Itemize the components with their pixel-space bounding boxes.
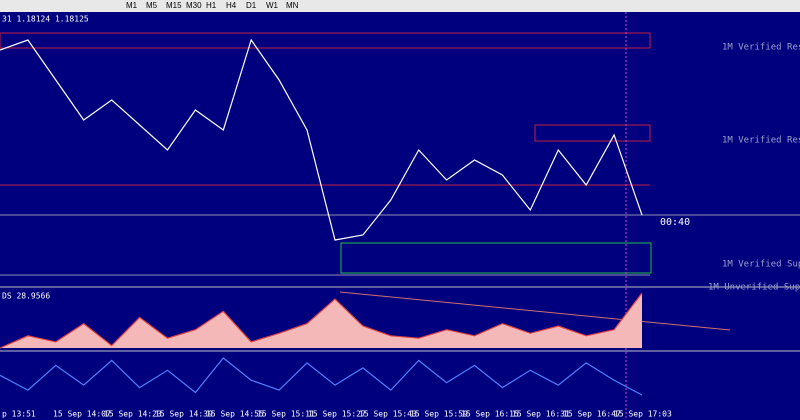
time-label: 15 Sep 16:31 xyxy=(512,410,570,419)
time-label: 15 Sep 14:39 xyxy=(155,410,213,419)
time-label: 15 Sep 17:03 xyxy=(614,410,672,419)
time-label: 15 Sep 14:23 xyxy=(104,410,162,419)
timeframe-button[interactable]: W1 xyxy=(266,1,279,10)
time-label: 15 Sep 16:15 xyxy=(461,410,519,419)
timeframe-button[interactable]: M5 xyxy=(146,1,158,10)
timeframe-button[interactable]: D1 xyxy=(246,1,257,10)
time-label: 15 Sep 15:27 xyxy=(308,410,366,419)
zone-box xyxy=(340,242,652,274)
time-label: 15 Sep 16:47 xyxy=(563,410,621,419)
timeframe-bar: M1 M5 M15 M30 H1 H4 D1 W1 MN xyxy=(126,1,299,10)
time-label: 15 Sep 14:07 xyxy=(53,410,111,419)
time-label: 15 Sep 15:59 xyxy=(410,410,468,419)
time-label: p 13:51 xyxy=(2,410,36,419)
countdown: 00:40 xyxy=(660,217,690,228)
toolbar xyxy=(0,0,800,12)
timeframe-button[interactable]: H1 xyxy=(206,1,217,10)
timeframe-button[interactable]: M1 xyxy=(126,1,138,10)
zone-label: 1M Verified Resi xyxy=(722,136,800,146)
time-label: 15 Sep 14:55 xyxy=(206,410,264,419)
time-label: 15 Sep 15:43 xyxy=(359,410,417,419)
timeframe-button[interactable]: H4 xyxy=(226,1,237,10)
zone-label: 1M Verified Supp xyxy=(722,260,800,270)
zone-box xyxy=(534,124,651,142)
timeframe-button[interactable]: M15 xyxy=(166,1,182,10)
trend-line xyxy=(339,291,731,331)
price-line xyxy=(0,38,643,241)
timeframe-button[interactable]: M30 xyxy=(186,1,202,10)
indicator-line xyxy=(0,292,643,349)
zone-label: 1M Unverified Support xyxy=(708,283,800,293)
indicator-line-area xyxy=(0,293,642,348)
header: 31 1.18124 1.18125 xyxy=(2,15,89,24)
time-label: 15 Sep 15:11 xyxy=(257,410,315,419)
oscillator-line xyxy=(0,357,643,396)
timeframe-button[interactable]: MN xyxy=(286,1,299,10)
indicator-label: DS 28.9566 xyxy=(2,292,50,301)
zone-box xyxy=(0,32,651,49)
zone-label: 1M Verified Resi xyxy=(722,43,800,53)
